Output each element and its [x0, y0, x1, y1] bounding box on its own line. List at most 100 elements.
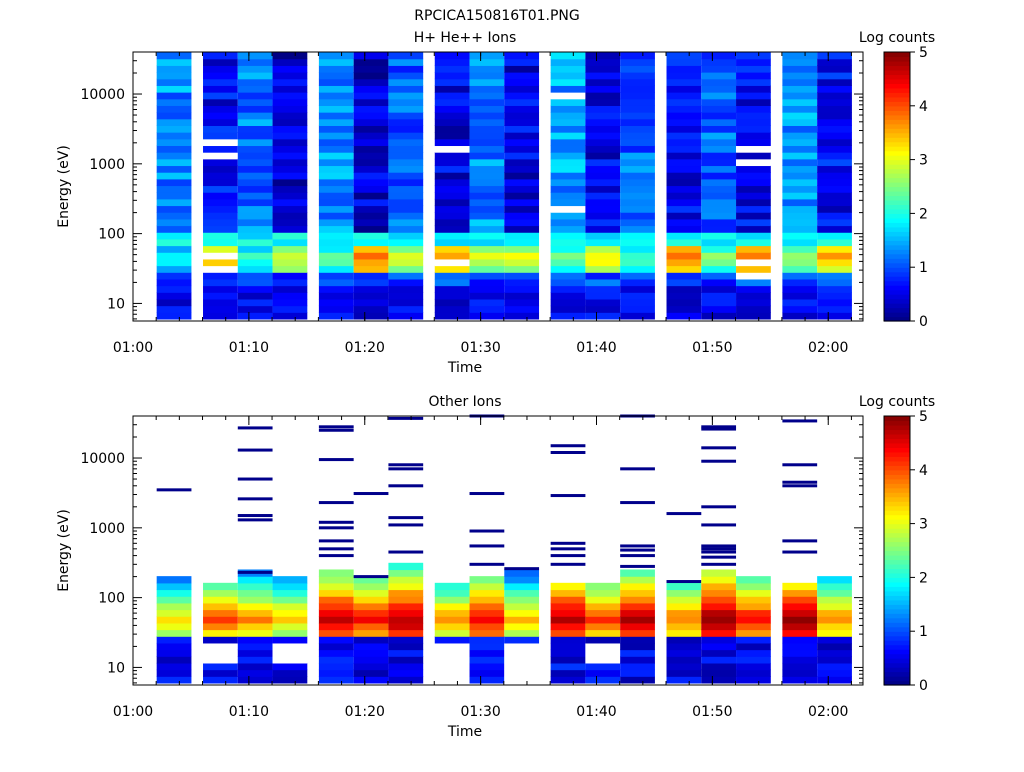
colorbar-swatch: [884, 52, 910, 58]
heatmap-cell: [272, 218, 308, 227]
sparse-count-line: [666, 580, 702, 584]
heatmap-cell: [782, 589, 818, 597]
heatmap-cell: [469, 58, 505, 66]
colorbar-swatch: [884, 662, 910, 668]
heatmap-cell: [782, 285, 818, 293]
heatmap-cell: [666, 629, 702, 637]
sparse-count-line: [318, 547, 354, 551]
sparse-count-line: [701, 555, 737, 559]
heatmap-cell: [550, 212, 586, 220]
x-tick-label: 01:30: [460, 340, 500, 356]
heatmap-cell: [620, 205, 655, 213]
heatmap-cell: [504, 569, 540, 577]
heatmap-cell: [736, 298, 771, 307]
heatmap-cell: [736, 238, 771, 247]
heatmap-cell: [272, 118, 308, 126]
heatmap-cell: [585, 676, 621, 684]
heatmap-cell: [203, 265, 238, 273]
heatmap-cell: [203, 212, 238, 220]
colorbar-swatch: [884, 617, 910, 623]
heatmap-cell: [469, 52, 505, 60]
heatmap-cell: [237, 198, 273, 207]
heatmap-cell: [585, 622, 621, 631]
colorbar-swatch: [884, 465, 910, 471]
heatmap-cell: [585, 78, 621, 86]
colorbar-swatch: [884, 244, 910, 250]
heatmap-cell: [504, 65, 540, 73]
colorbar-swatch: [884, 635, 910, 641]
heatmap-cell: [666, 238, 702, 247]
heatmap-cell: [736, 649, 771, 657]
heatmap-cell: [782, 292, 818, 300]
heatmap-cell: [318, 238, 354, 247]
heatmap-cell: [353, 212, 389, 220]
colorbar-swatch: [884, 469, 910, 475]
heatmap-cell: [203, 125, 238, 133]
heatmap-cell: [504, 198, 540, 207]
heatmap-cell: [272, 576, 308, 584]
colorbar-swatch: [884, 280, 910, 286]
sparse-count-line: [469, 562, 505, 566]
heatmap-cell: [504, 85, 540, 93]
heatmap-cell: [817, 98, 852, 106]
heatmap-cell: [203, 105, 238, 113]
heatmap-cell: [817, 105, 852, 113]
heatmap-cell: [272, 132, 308, 140]
heatmap-cell: [203, 582, 238, 591]
heatmap-cell: [469, 576, 505, 584]
heatmap-cell: [550, 622, 586, 631]
colorbar-tick-label: 2: [919, 206, 928, 222]
heatmap-cell: [585, 298, 621, 307]
heatmap-cell: [550, 656, 586, 664]
colorbar-swatch: [884, 653, 910, 659]
heatmap-cell: [318, 58, 354, 66]
heatmap-cell: [817, 145, 852, 153]
heatmap-cell: [620, 65, 655, 73]
heatmap-cell: [272, 85, 308, 93]
heatmap-cell: [701, 158, 737, 167]
heatmap-column: [469, 414, 505, 684]
heatmap-cell: [550, 676, 586, 684]
heatmap-cell: [620, 278, 655, 287]
colorbar-swatch: [884, 137, 910, 143]
heatmap-cell: [620, 125, 655, 133]
heatmap-cell: [156, 205, 192, 213]
heatmap-cell: [203, 152, 238, 160]
heatmap-cell: [504, 272, 540, 280]
heatmap-cell: [388, 78, 424, 86]
colorbar-swatch: [884, 554, 910, 561]
heatmap-cell: [434, 92, 470, 100]
colorbar-swatch: [884, 640, 910, 646]
sparse-count-line: [701, 562, 737, 566]
heatmap-cell: [272, 185, 308, 193]
heatmap-cell: [620, 178, 655, 187]
heatmap-cell: [736, 125, 771, 133]
heatmap-cell: [701, 649, 737, 657]
heatmap-cell: [388, 656, 424, 664]
heatmap-cell: [203, 205, 238, 213]
heatmap-cell: [203, 245, 238, 253]
colorbar-swatch: [884, 644, 910, 650]
heatmap-cell: [782, 656, 818, 664]
heatmap-cell: [817, 185, 852, 193]
heatmap-cell: [585, 609, 621, 617]
heatmap-cell: [504, 596, 540, 604]
heatmap-cell: [701, 192, 737, 200]
heatmap-cell: [237, 118, 273, 126]
heatmap-cell: [156, 225, 192, 233]
heatmap-cell: [550, 218, 586, 227]
heatmap-cell: [701, 85, 737, 93]
heatmap-column: [817, 52, 852, 320]
heatmap-cell: [388, 132, 424, 140]
heatmap-cell: [156, 649, 192, 657]
heatmap-cell: [469, 582, 505, 591]
heatmap-cell: [353, 145, 389, 153]
colorbar-swatch: [884, 429, 910, 435]
sparse-count-line: [782, 463, 818, 467]
heatmap-cell: [585, 72, 621, 80]
heatmap-cell: [736, 292, 771, 300]
x-tick-label: 02:00: [808, 704, 848, 720]
panel-other-ions: 01:00 01:10 01:20 01:30 01:40 01:50 02:0010100…: [56, 394, 935, 740]
